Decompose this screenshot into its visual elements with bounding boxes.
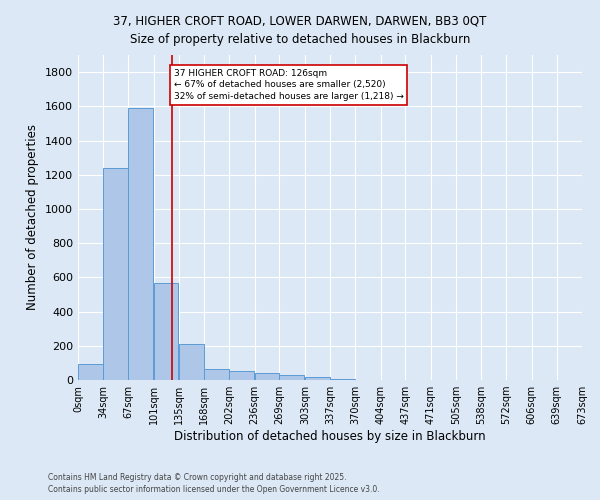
Text: 37 HIGHER CROFT ROAD: 126sqm
← 67% of detached houses are smaller (2,520)
32% of: 37 HIGHER CROFT ROAD: 126sqm ← 67% of de… (174, 68, 404, 102)
Bar (280, 375, 304, 380)
Bar (78, 364, 103, 380)
Y-axis label: Number of detached properties: Number of detached properties (26, 124, 40, 310)
Bar (331, 379, 355, 380)
Bar (103, 168, 128, 380)
Bar (154, 284, 178, 380)
Bar (179, 344, 204, 380)
Text: Contains HM Land Registry data © Crown copyright and database right 2025.
Contai: Contains HM Land Registry data © Crown c… (48, 472, 380, 494)
Bar (204, 369, 229, 380)
Text: Size of property relative to detached houses in Blackburn: Size of property relative to detached ho… (130, 32, 470, 46)
Bar (255, 373, 280, 380)
Bar (128, 108, 153, 380)
Text: 37, HIGHER CROFT ROAD, LOWER DARWEN, DARWEN, BB3 0QT: 37, HIGHER CROFT ROAD, LOWER DARWEN, DAR… (113, 15, 487, 28)
Bar (229, 372, 254, 380)
Bar (305, 378, 329, 380)
X-axis label: Distribution of detached houses by size in Blackburn: Distribution of detached houses by size … (174, 430, 486, 443)
